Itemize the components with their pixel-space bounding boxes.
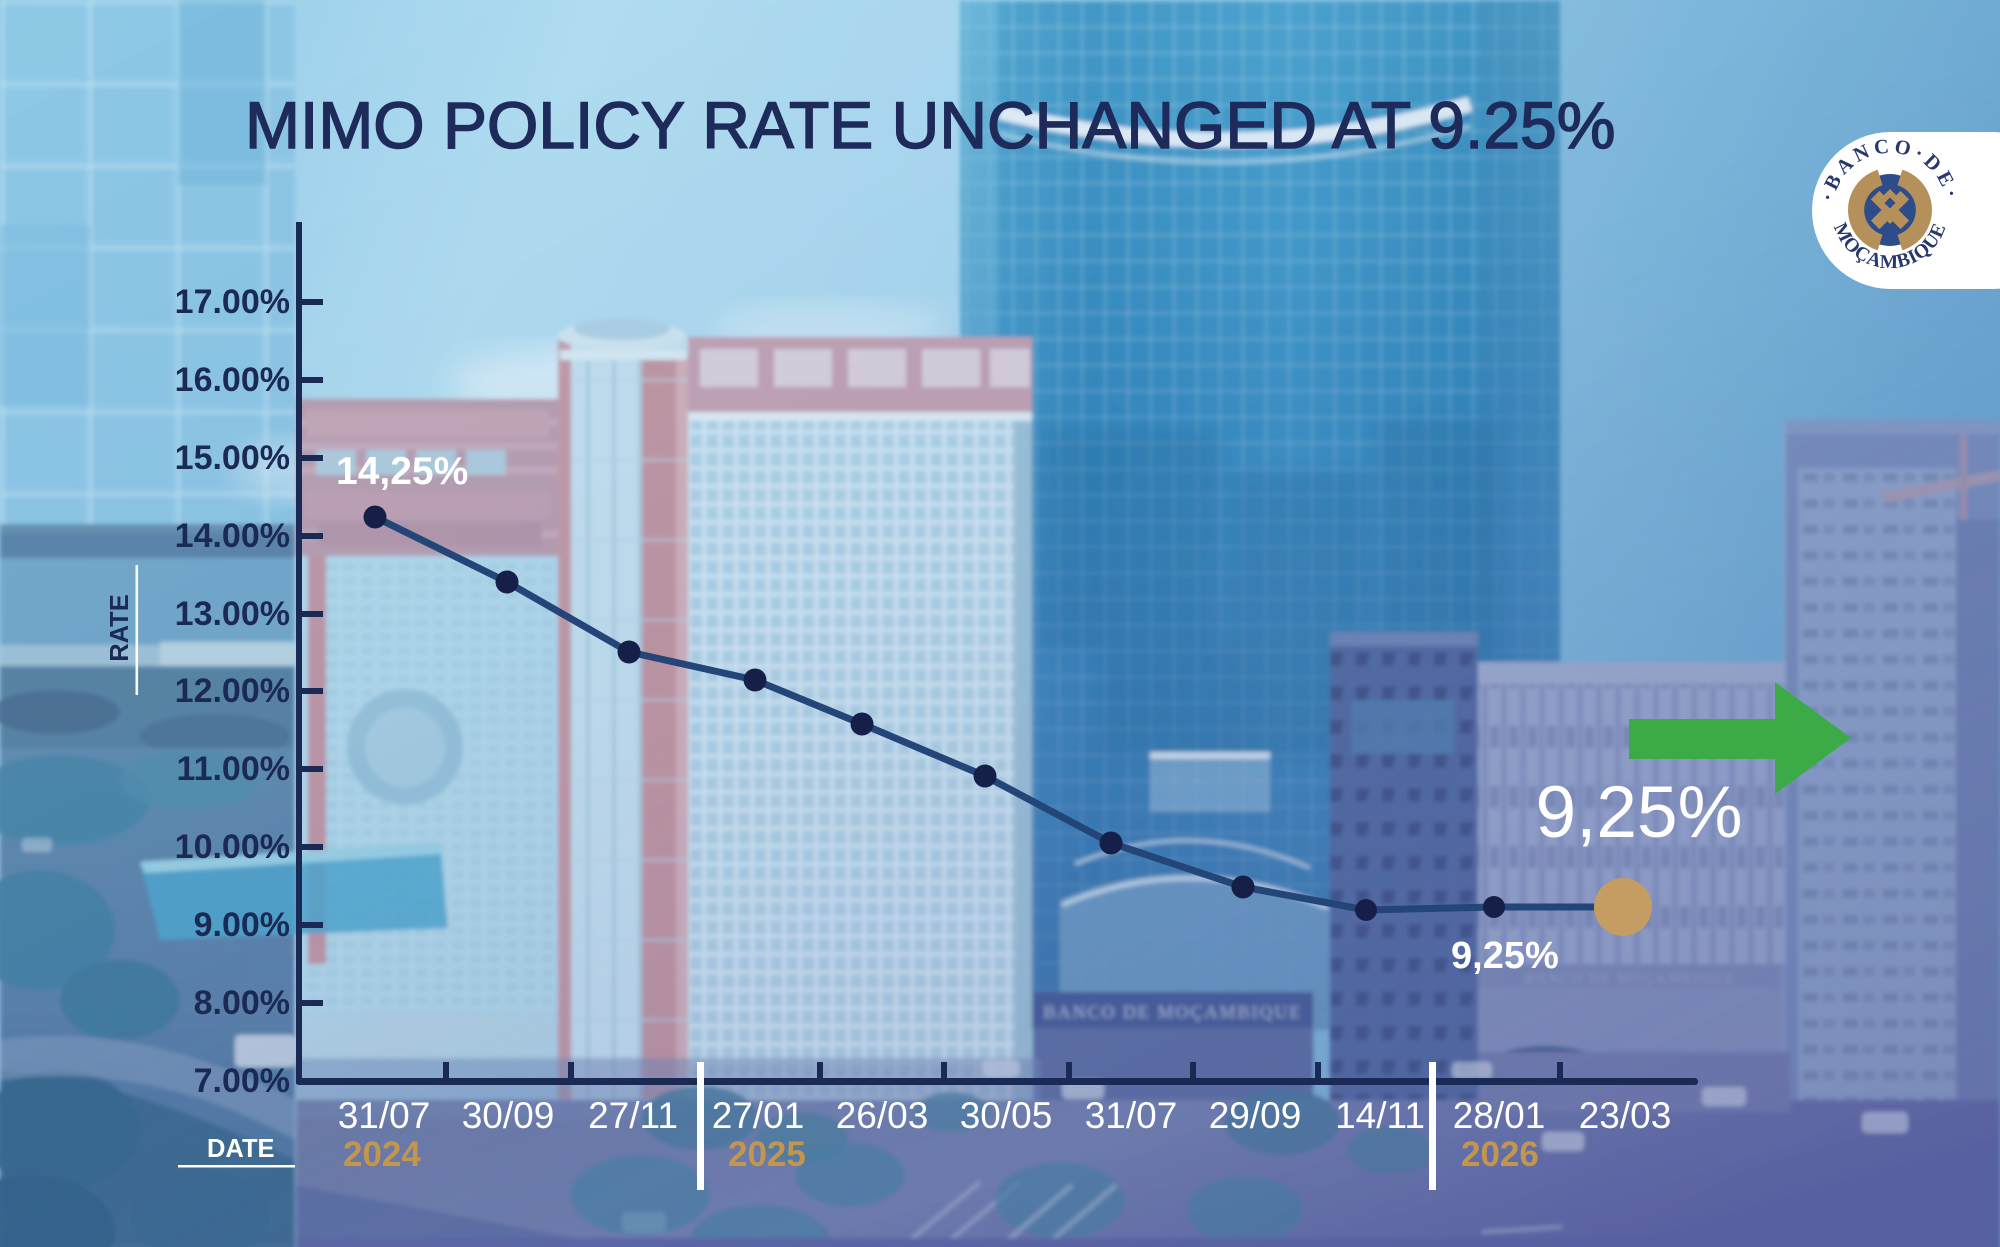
- svg-text:2024: 2024: [343, 1135, 421, 1174]
- svg-text:9,25%: 9,25%: [1536, 772, 1743, 853]
- svg-text:DATE: DATE: [207, 1135, 275, 1163]
- svg-text:2025: 2025: [728, 1135, 806, 1174]
- svg-text:2026: 2026: [1461, 1135, 1539, 1174]
- svg-text:23/03: 23/03: [1579, 1095, 1672, 1136]
- svg-text:14/11: 14/11: [1335, 1095, 1425, 1136]
- svg-text:17.00%: 17.00%: [175, 283, 290, 321]
- svg-text:14,25%: 14,25%: [336, 450, 468, 493]
- svg-text:14.00%: 14.00%: [175, 517, 290, 555]
- svg-text:31/07: 31/07: [338, 1095, 431, 1136]
- svg-text:16.00%: 16.00%: [175, 361, 290, 399]
- svg-text:15.00%: 15.00%: [175, 439, 290, 477]
- svg-text:28/01: 28/01: [1453, 1095, 1546, 1136]
- svg-text:30/09: 30/09: [462, 1095, 555, 1136]
- svg-text:27/01: 27/01: [712, 1095, 805, 1136]
- svg-text:26/03: 26/03: [836, 1095, 929, 1136]
- svg-text:9,25%: 9,25%: [1451, 935, 1559, 977]
- svg-text:11.00%: 11.00%: [177, 750, 290, 788]
- svg-text:29/09: 29/09: [1209, 1095, 1302, 1136]
- svg-text:MIMO POLICY RATE UNCHANGED AT: MIMO POLICY RATE UNCHANGED AT 9.25%: [245, 88, 1615, 162]
- svg-text:8.00%: 8.00%: [194, 984, 290, 1022]
- svg-text:9.00%: 9.00%: [194, 906, 290, 944]
- svg-text:7.00%: 7.00%: [194, 1062, 290, 1100]
- svg-text:13.00%: 13.00%: [175, 595, 290, 633]
- svg-text:27/11: 27/11: [588, 1095, 678, 1136]
- svg-text:RATE: RATE: [106, 594, 134, 662]
- svg-text:10.00%: 10.00%: [175, 828, 290, 866]
- svg-text:31/07: 31/07: [1085, 1095, 1178, 1136]
- svg-text:12.00%: 12.00%: [175, 672, 290, 710]
- svg-text:30/05: 30/05: [960, 1095, 1053, 1136]
